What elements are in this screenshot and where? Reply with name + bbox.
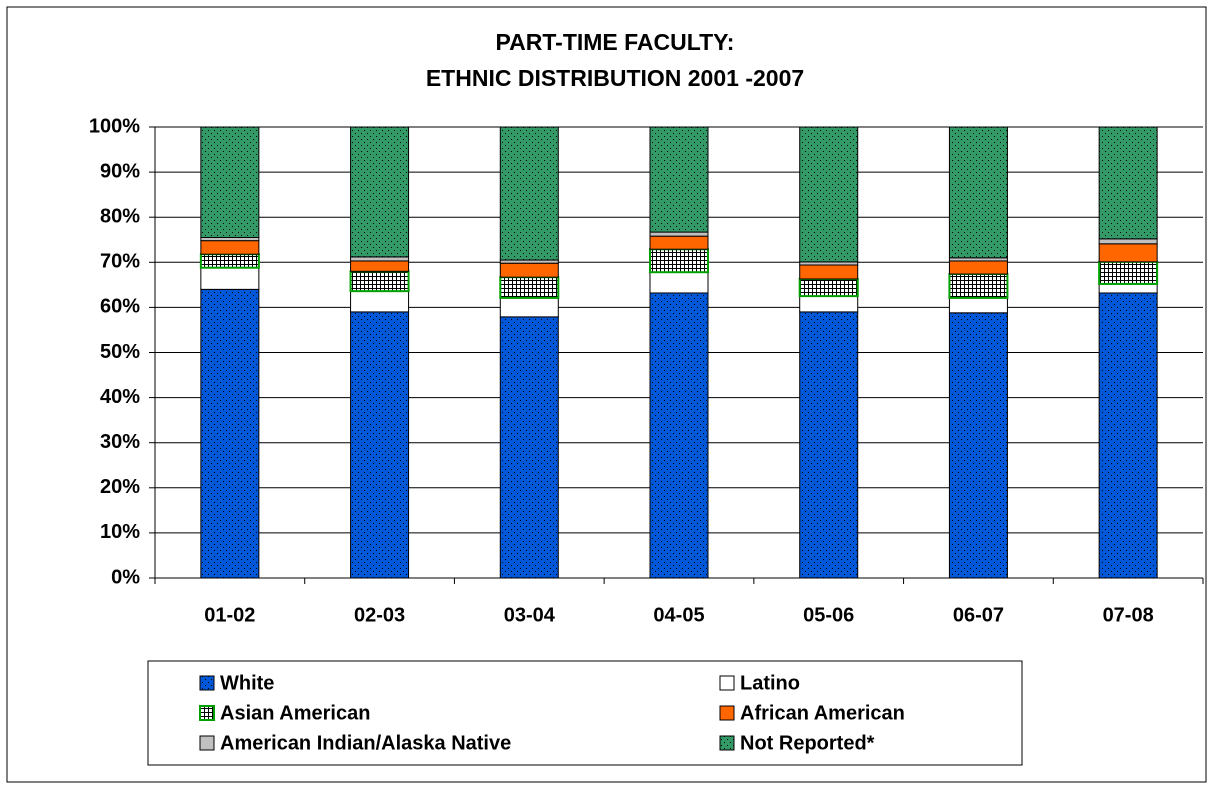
bar-segment [799, 295, 859, 313]
bar-segment [948, 260, 1008, 275]
bar-segment [948, 126, 1008, 259]
x-tick-label: 06-07 [953, 604, 1004, 626]
bar-segment [1098, 126, 1158, 240]
bar-segment [350, 256, 410, 262]
bar-segment [499, 297, 559, 318]
legend-label: White [220, 672, 274, 694]
bar-segment [798, 277, 859, 298]
y-tick-label: 70% [100, 251, 140, 273]
legend-label: Asian American [220, 702, 370, 724]
x-tick-label: 05-06 [803, 604, 854, 626]
bar-segment [1098, 292, 1158, 579]
bar-segment [799, 264, 859, 280]
y-tick-label: 40% [100, 386, 140, 408]
legend-label: African American [740, 702, 905, 724]
legend-label: American Indian/Alaska Native [220, 732, 511, 754]
bar-segment [350, 260, 410, 272]
bar-segment [1098, 238, 1158, 245]
x-tick-label: 01-02 [204, 604, 255, 626]
x-tick-label: 04-05 [653, 604, 704, 626]
legend-swatch [199, 735, 215, 751]
legend-swatch [719, 705, 735, 721]
chart-title: ETHNIC DISTRIBUTION 2001 -2007 [426, 65, 804, 91]
y-tick-label: 80% [100, 205, 140, 227]
bar-segment [200, 267, 260, 290]
bar-segment [948, 312, 1008, 579]
bar-segment [200, 288, 260, 579]
bar-segment [499, 316, 559, 579]
bar-segment [649, 271, 709, 294]
bar-segment [948, 297, 1008, 314]
y-tick-label: 10% [100, 521, 140, 543]
legend-box [147, 660, 1023, 766]
bar-segment [350, 311, 410, 579]
bar-segment [350, 126, 410, 258]
y-tick-label: 50% [100, 341, 140, 363]
y-tick-label: 30% [100, 431, 140, 453]
legend-swatch [719, 675, 735, 691]
bar-segment [649, 235, 709, 250]
x-tick-label: 02-03 [354, 604, 405, 626]
x-tick-label: 07-08 [1103, 604, 1154, 626]
legend-label: Not Reported* [740, 732, 875, 754]
bar-segment [799, 311, 859, 579]
bar-segment [499, 262, 559, 278]
bar-segment [1098, 243, 1158, 263]
legend-swatch [719, 735, 735, 751]
legend-swatch [199, 675, 215, 691]
legend-swatch [199, 705, 215, 721]
bar-segment [649, 248, 709, 274]
y-tick-label: 100% [89, 115, 140, 137]
bar-segment [199, 253, 260, 269]
y-tick-label: 90% [100, 160, 140, 182]
bar-segment [200, 240, 260, 255]
bar-segment [1098, 283, 1158, 294]
bar-segment [200, 126, 260, 238]
bar-segment [499, 126, 559, 261]
x-tick-label: 03-04 [504, 604, 556, 626]
chart-title: PART-TIME FACULTY: [496, 29, 735, 55]
bar-segment [649, 126, 709, 233]
y-tick-label: 20% [100, 476, 140, 498]
bar-segment [799, 126, 859, 263]
bar-segment [948, 273, 1009, 299]
legend-label: Latino [740, 672, 800, 694]
y-tick-label: 0% [111, 566, 140, 588]
bar-segment [649, 231, 709, 237]
bar-segment [1098, 260, 1159, 285]
bar-segment [350, 290, 410, 313]
bar-segment [499, 276, 560, 299]
bar-segment [349, 270, 410, 293]
y-tick-label: 60% [100, 296, 140, 318]
bar-segment [649, 292, 709, 579]
